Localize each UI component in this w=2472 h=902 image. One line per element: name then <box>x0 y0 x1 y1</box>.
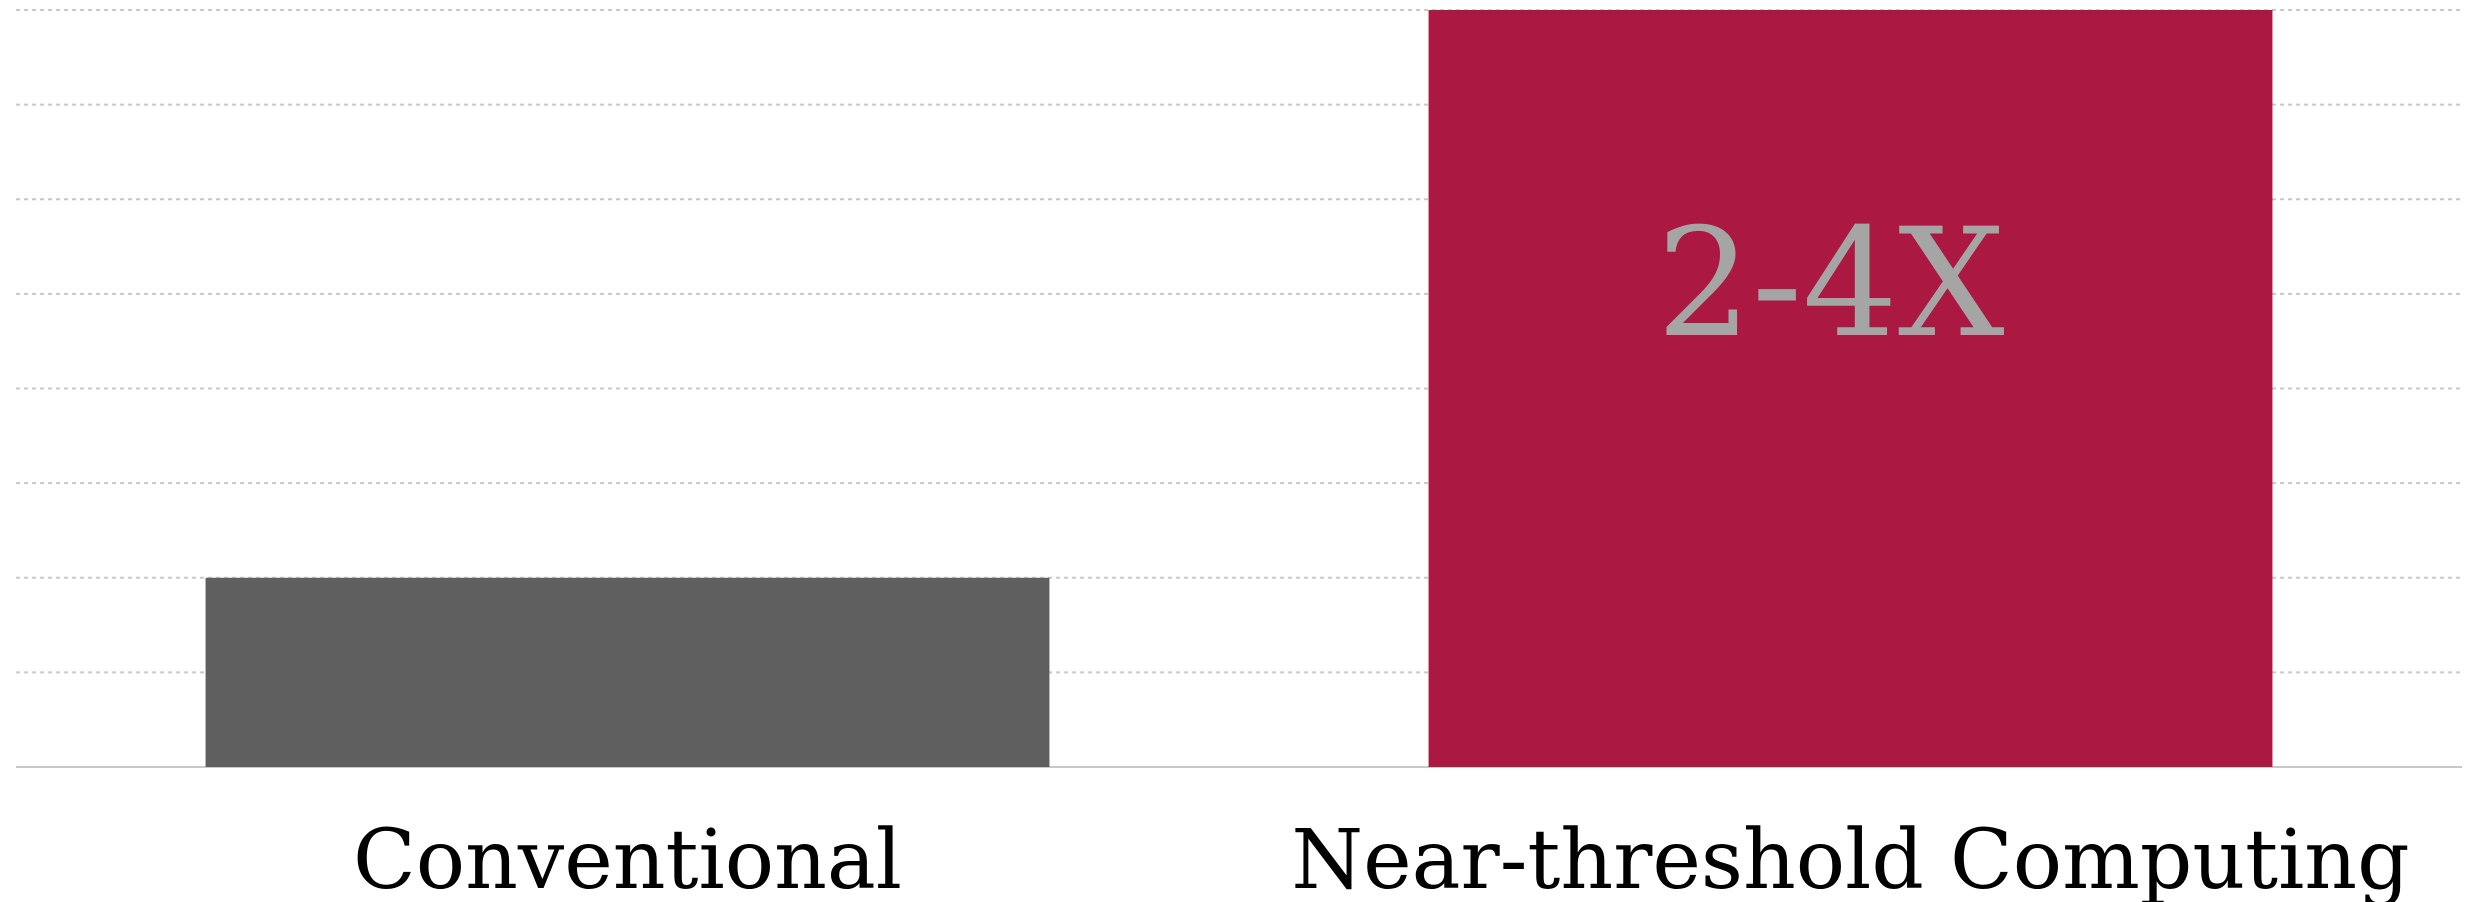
bar-conventional <box>205 577 1050 767</box>
category-label: Conventional <box>353 813 902 902</box>
label-layer: Conventional Near-threshold Computing 2-4X <box>353 197 2410 902</box>
category-label: Near-threshold Computing <box>1291 813 2409 902</box>
bar-data-label: 2-4X <box>1656 197 2005 371</box>
bar-layer <box>205 10 2273 767</box>
bar-near-threshold-computing <box>1428 10 2273 767</box>
